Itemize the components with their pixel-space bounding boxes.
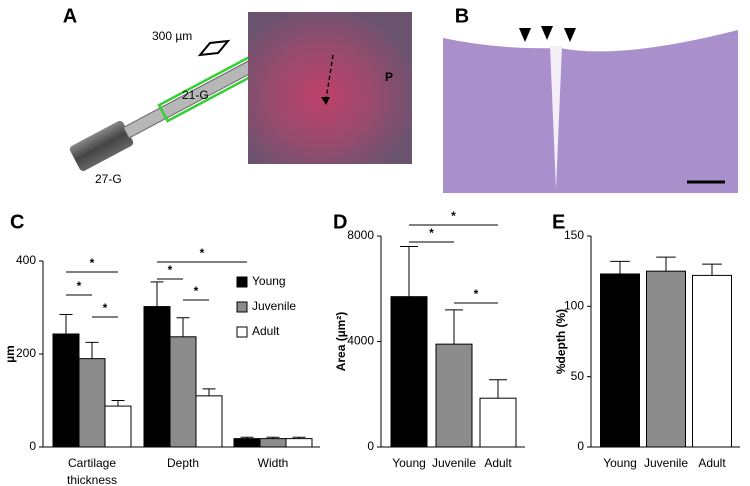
- x-tick-label: Juvenile: [431, 456, 477, 470]
- y-tick-label: 50: [571, 369, 585, 383]
- x-tick-label: Depth: [166, 456, 200, 470]
- panel-label: C: [10, 211, 24, 233]
- y-tick-label: 8000: [347, 228, 374, 242]
- y-tick-label: 0: [29, 439, 36, 453]
- panel-label: A: [63, 5, 77, 27]
- significance-label: *: [200, 246, 205, 260]
- x-tick-label: Juvenile: [643, 456, 689, 470]
- x-tick-label-box: Juvenile: [431, 456, 477, 470]
- needle-label: 27-G: [95, 172, 122, 186]
- x-tick-label: Cartilage thickness: [66, 456, 118, 486]
- significance-label: *: [103, 301, 108, 315]
- y-axis-label: %depth (%): [554, 309, 568, 374]
- needle-label: 21-G: [182, 88, 209, 102]
- y-tick-label: 200: [16, 346, 36, 360]
- legend-swatch: [236, 276, 248, 288]
- bar: [600, 273, 640, 448]
- panel-b: B: [443, 5, 738, 193]
- x-tick-label: Adult: [698, 456, 726, 470]
- x-tick-label-box: Width: [257, 456, 289, 470]
- legend-swatch: [236, 326, 248, 338]
- bar: [479, 397, 517, 448]
- legend-label: Adult: [252, 324, 280, 338]
- x-tick-label-box: Juvenile: [643, 456, 689, 470]
- significance-label: *: [474, 287, 479, 301]
- arrowhead: [321, 97, 330, 105]
- x-tick-label-box: Cartilage thickness: [66, 456, 118, 486]
- x-tick-label-box: Adult: [484, 456, 512, 470]
- bar: [285, 438, 313, 448]
- bar: [390, 296, 428, 448]
- x-tick-label: Width: [257, 456, 289, 470]
- y-tick-label: 4000: [347, 334, 374, 348]
- y-axis-label: µm: [3, 345, 17, 363]
- photo-label: P: [385, 70, 393, 84]
- bar: [259, 438, 287, 448]
- y-tick-label: 0: [367, 439, 374, 453]
- x-tick-label-box: Depth: [166, 456, 200, 470]
- significance-label: *: [168, 263, 173, 277]
- photo: [248, 12, 412, 164]
- y-tick-label: 150: [564, 228, 584, 242]
- significance-label: *: [90, 256, 95, 270]
- panel-a: A 300 µm 21-G 27-G P: [63, 5, 412, 186]
- legend-label: Young: [252, 274, 286, 288]
- bar: [692, 274, 732, 448]
- x-tick-label-box: Young: [392, 456, 426, 470]
- panel-label: E: [552, 211, 565, 233]
- bar: [104, 405, 132, 448]
- x-tick-label-box: Young: [603, 456, 637, 470]
- bar: [233, 438, 261, 448]
- x-tick-label-box: Adult: [698, 456, 726, 470]
- panel-label: B: [455, 5, 469, 27]
- y-tick-label: 0: [577, 439, 584, 453]
- bar: [435, 343, 473, 448]
- legend-label: Juvenile: [252, 299, 296, 313]
- panel-label: D: [333, 211, 347, 233]
- y-tick-label: 100: [564, 299, 584, 313]
- x-tick-label: Adult: [484, 456, 512, 470]
- bar: [195, 395, 223, 448]
- significance-label: *: [451, 209, 456, 223]
- x-tick-label: Young: [603, 456, 637, 470]
- y-axis-label: Area (µm²): [334, 312, 348, 372]
- arrow: [325, 54, 334, 101]
- x-tick-label: Young: [392, 456, 426, 470]
- arrowheads: [519, 26, 576, 42]
- scale-icon: [197, 39, 231, 57]
- significance-label: *: [194, 284, 199, 298]
- scale-text: 300 µm: [152, 29, 192, 43]
- significance-label: *: [77, 279, 82, 293]
- y-tick-label: 400: [16, 253, 36, 267]
- bar: [169, 336, 197, 448]
- bar: [143, 306, 171, 448]
- significance-label: *: [429, 226, 434, 240]
- bar: [52, 333, 80, 448]
- legend-swatch: [236, 301, 248, 313]
- bar: [646, 270, 686, 448]
- bar: [78, 358, 106, 448]
